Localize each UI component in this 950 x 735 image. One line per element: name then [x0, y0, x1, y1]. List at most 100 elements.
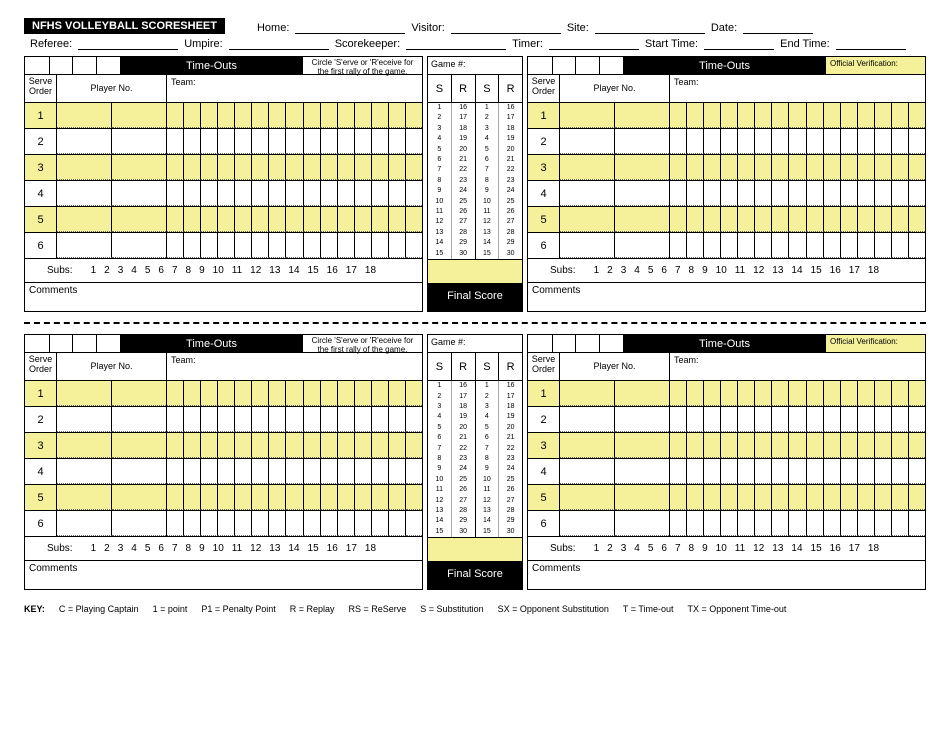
point-cell[interactable] [235, 433, 252, 458]
point-cell[interactable] [892, 181, 909, 206]
point-cell[interactable] [858, 433, 875, 458]
sub-num[interactable]: 1 [91, 265, 97, 276]
sub-num[interactable]: 11 [232, 543, 242, 554]
point-cell[interactable] [858, 207, 875, 232]
point-cell[interactable] [406, 233, 422, 258]
timeout-cell[interactable] [25, 335, 49, 352]
start-time-field[interactable] [704, 36, 774, 50]
point-cell[interactable] [841, 407, 858, 432]
sub-num[interactable]: 1 [594, 543, 600, 554]
point-cell[interactable] [772, 129, 789, 154]
point-cell[interactable] [235, 407, 252, 432]
point-cell[interactable] [286, 103, 303, 128]
point-cell[interactable] [789, 433, 806, 458]
point-cell[interactable] [755, 407, 772, 432]
point-cell[interactable] [875, 407, 892, 432]
comments-box[interactable]: Comments [528, 282, 925, 310]
point-cell[interactable] [772, 381, 789, 406]
umpire-field[interactable] [229, 36, 329, 50]
point-cell[interactable] [389, 233, 406, 258]
point-cell[interactable] [252, 381, 269, 406]
referee-field[interactable] [78, 36, 178, 50]
point-cell[interactable] [389, 155, 406, 180]
point-cell[interactable] [286, 129, 303, 154]
point-cell[interactable] [824, 103, 841, 128]
sub-num[interactable]: 14 [288, 543, 299, 554]
point-cell[interactable] [807, 381, 824, 406]
point-cell[interactable] [721, 103, 738, 128]
point-cell[interactable] [286, 407, 303, 432]
point-cell[interactable] [321, 459, 338, 484]
point-cell[interactable] [687, 511, 704, 536]
sub-num[interactable]: 7 [675, 543, 681, 554]
point-cell[interactable] [738, 459, 755, 484]
point-cell[interactable] [269, 485, 286, 510]
point-cell[interactable] [235, 155, 252, 180]
point-cell[interactable] [687, 381, 704, 406]
point-cell[interactable] [772, 103, 789, 128]
point-cell[interactable] [235, 129, 252, 154]
point-cell[interactable] [807, 181, 824, 206]
point-cell[interactable] [789, 155, 806, 180]
player-cell[interactable] [112, 207, 166, 232]
point-cell[interactable] [269, 381, 286, 406]
sub-num[interactable]: 12 [753, 543, 764, 554]
player-cell[interactable] [112, 381, 166, 406]
sub-num[interactable]: 5 [145, 543, 151, 554]
point-cell[interactable] [201, 459, 218, 484]
point-cell[interactable] [372, 459, 389, 484]
player-cell[interactable] [560, 181, 615, 206]
point-cell[interactable] [218, 381, 235, 406]
point-cell[interactable] [858, 381, 875, 406]
point-cell[interactable] [704, 155, 721, 180]
point-cell[interactable] [875, 381, 892, 406]
score-column[interactable]: 161718192021222324252627282930 [499, 103, 522, 259]
point-cell[interactable] [304, 485, 321, 510]
score-column[interactable]: 161718192021222324252627282930 [452, 103, 475, 259]
point-cell[interactable] [875, 155, 892, 180]
point-cell[interactable] [738, 433, 755, 458]
point-cell[interactable] [235, 511, 252, 536]
point-cell[interactable] [252, 433, 269, 458]
sub-num[interactable]: 5 [145, 265, 151, 276]
sub-num[interactable]: 8 [186, 265, 192, 276]
point-cell[interactable] [286, 155, 303, 180]
point-cell[interactable] [218, 233, 235, 258]
point-cell[interactable] [321, 129, 338, 154]
player-cell[interactable] [615, 103, 669, 128]
point-cell[interactable] [167, 155, 184, 180]
timeout-cell[interactable] [575, 335, 599, 352]
point-cell[interactable] [738, 511, 755, 536]
point-cell[interactable] [670, 433, 687, 458]
point-cell[interactable] [218, 103, 235, 128]
point-cell[interactable] [875, 433, 892, 458]
player-cell[interactable] [57, 155, 112, 180]
player-cell[interactable] [615, 433, 669, 458]
sub-num[interactable]: 10 [716, 265, 727, 276]
point-cell[interactable] [372, 511, 389, 536]
point-cell[interactable] [738, 233, 755, 258]
point-cell[interactable] [687, 181, 704, 206]
point-cell[interactable] [789, 103, 806, 128]
point-cell[interactable] [338, 485, 355, 510]
point-cell[interactable] [738, 103, 755, 128]
point-cell[interactable] [218, 207, 235, 232]
point-cell[interactable] [167, 129, 184, 154]
point-cell[interactable] [841, 181, 858, 206]
point-cell[interactable] [252, 407, 269, 432]
sub-num[interactable]: 6 [158, 543, 164, 554]
point-cell[interactable] [406, 207, 422, 232]
point-cell[interactable] [892, 103, 909, 128]
sub-num[interactable]: 15 [811, 543, 822, 554]
point-cell[interactable] [269, 511, 286, 536]
point-cell[interactable] [235, 459, 252, 484]
point-cell[interactable] [321, 433, 338, 458]
point-cell[interactable] [789, 181, 806, 206]
point-cell[interactable] [807, 511, 824, 536]
point-cell[interactable] [789, 381, 806, 406]
visitor-field[interactable] [451, 20, 561, 34]
sub-num[interactable]: 11 [735, 265, 745, 276]
point-cell[interactable] [892, 407, 909, 432]
point-cell[interactable] [755, 233, 772, 258]
sub-num[interactable]: 16 [327, 265, 338, 276]
